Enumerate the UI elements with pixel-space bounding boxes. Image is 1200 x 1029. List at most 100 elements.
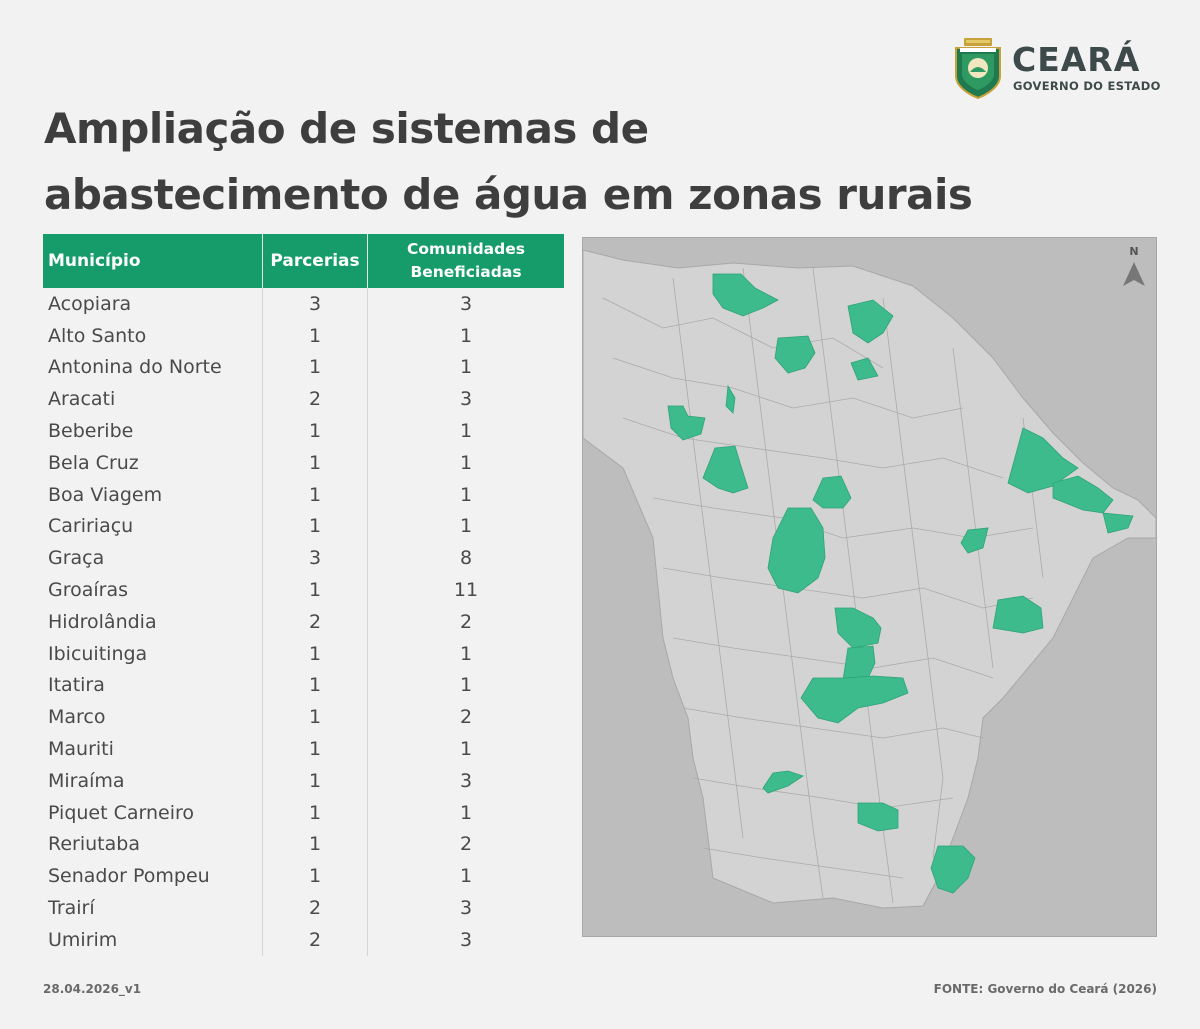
cell-municipio: Itatira	[43, 669, 263, 702]
municipio-highlight	[1102, 512, 1134, 534]
table-row: Itatira 1 1	[43, 669, 564, 702]
municipio-highlight	[800, 675, 909, 724]
north-arrow-icon: N	[1123, 245, 1145, 286]
title-line-1: Ampliação de sistemas de	[44, 104, 649, 153]
table-header-row: Município Parcerias Comunidades Benefici…	[43, 234, 564, 288]
table-row: Aracati 2 3	[43, 383, 564, 416]
cell-comunidades: 1	[459, 738, 473, 761]
cell-parcerias: 1	[262, 796, 368, 829]
cell-parcerias: 1	[262, 637, 368, 670]
municipio-highlight	[712, 273, 779, 317]
cell-comunidades: 1	[459, 801, 473, 824]
cell-comunidades: 3	[459, 769, 473, 792]
header-comunidades-line1: Comunidades	[407, 240, 525, 258]
table-row: Mauriti 1 1	[43, 733, 564, 765]
cell-municipio: Acopiara	[43, 288, 263, 320]
municipio-highlight	[842, 645, 876, 681]
cell-parcerias: 1	[262, 733, 368, 765]
header-municipio: Município	[43, 234, 263, 288]
cell-municipio: Bela Cruz	[43, 446, 263, 479]
cell-parcerias: 3	[262, 288, 368, 320]
municipio-highlight	[812, 475, 852, 509]
cell-municipio: Miraíma	[43, 764, 263, 797]
table-row: Caririaçu 1 1	[43, 510, 564, 543]
municipio-highlight	[774, 335, 816, 374]
header-parcerias: Parcerias	[262, 234, 368, 288]
table-row: Trairí 2 3	[43, 892, 564, 924]
cell-parcerias: 1	[262, 669, 368, 702]
table-row: Reriutaba 1 2	[43, 828, 564, 861]
cell-parcerias: 1	[262, 478, 368, 511]
cell-comunidades: 2	[459, 610, 473, 633]
north-label: N	[1129, 245, 1138, 258]
ceara-logo: CEARÁ GOVERNO DO ESTADO	[952, 36, 1162, 102]
cell-municipio: Umirim	[43, 923, 263, 956]
table-row: Hidrolândia 2 2	[43, 605, 564, 638]
cell-municipio: Ibicuitinga	[43, 637, 263, 670]
municipio-highlight	[992, 595, 1044, 634]
table-row: Beberibe 1 1	[43, 415, 564, 447]
cell-comunidades: 3	[459, 388, 473, 411]
version-label: 28.04.2026_v1	[43, 982, 142, 996]
municipio-highlight	[1052, 475, 1114, 514]
table-row: Senador Pompeu 1 1	[43, 860, 564, 893]
cell-comunidades: 1	[459, 451, 473, 474]
highlighted-municipalities	[667, 273, 1134, 894]
table-row: Graça 3 8	[43, 542, 564, 575]
municipio-highlight	[767, 507, 826, 594]
cell-comunidades: 3	[459, 928, 473, 951]
coat-of-arms-icon	[955, 38, 1001, 100]
ceara-map: N	[582, 237, 1157, 937]
cell-municipio: Antonina do Norte	[43, 351, 263, 384]
municipio-highlight	[667, 405, 706, 441]
cell-comunidades: 1	[459, 865, 473, 888]
municipal-boundaries	[602, 267, 1044, 904]
cell-comunidades: 8	[459, 547, 473, 570]
municipios-table: Município Parcerias Comunidades Benefici…	[43, 234, 564, 956]
cell-comunidades: 1	[459, 483, 473, 506]
map-svg: N	[583, 245, 1156, 909]
cell-municipio: Piquet Carneiro	[43, 796, 263, 829]
cell-parcerias: 2	[262, 383, 368, 416]
municipio-highlight	[762, 770, 804, 794]
table-row: Antonina do Norte 1 1	[43, 351, 564, 384]
source-label: FONTE: Governo do Ceará (2026)	[933, 982, 1157, 996]
cell-parcerias: 1	[262, 415, 368, 447]
table-row: Bela Cruz 1 1	[43, 446, 564, 479]
cell-parcerias: 1	[262, 446, 368, 479]
cell-municipio: Alto Santo	[43, 319, 263, 352]
municipio-highlight	[834, 607, 882, 649]
cell-comunidades: 2	[459, 833, 473, 856]
table-row: Umirim 2 3	[43, 923, 564, 956]
logo-name: CEARÁ	[1012, 40, 1141, 79]
cell-comunidades: 3	[459, 897, 473, 920]
cell-comunidades: 1	[459, 515, 473, 538]
table-row: Alto Santo 1 1	[43, 319, 564, 352]
table-row: Ibicuitinga 1 1	[43, 637, 564, 670]
cell-parcerias: 1	[262, 351, 368, 384]
cell-municipio: Senador Pompeu	[43, 860, 263, 893]
cell-comunidades: 1	[459, 420, 473, 443]
cell-parcerias: 1	[262, 764, 368, 797]
municipio-highlight	[960, 527, 989, 554]
cell-comunidades: 2	[459, 706, 473, 729]
cell-comunidades: 11	[453, 579, 479, 602]
cell-municipio: Reriutaba	[43, 828, 263, 861]
logo-subtitle: GOVERNO DO ESTADO	[1013, 79, 1161, 93]
cell-municipio: Groaíras	[43, 574, 263, 606]
cell-parcerias: 1	[262, 828, 368, 861]
table-row: Piquet Carneiro 1 1	[43, 796, 564, 829]
municipio-highlight	[857, 802, 899, 832]
cell-parcerias: 3	[262, 542, 368, 575]
municipio-highlight	[725, 384, 736, 414]
cell-parcerias: 1	[262, 510, 368, 543]
table-row: Miraíma 1 3	[43, 764, 564, 797]
table-body: Acopiara 3 3 Alto Santo 1 1 Antonina do Norte 1…	[43, 288, 564, 956]
cell-parcerias: 1	[262, 860, 368, 893]
cell-comunidades: 1	[459, 356, 473, 379]
municipio-highlight	[930, 845, 976, 894]
cell-parcerias: 2	[262, 923, 368, 956]
cell-municipio: Trairí	[43, 892, 263, 924]
cell-comunidades: 1	[459, 674, 473, 697]
header-comunidades: Comunidades Beneficiadas	[367, 234, 564, 288]
